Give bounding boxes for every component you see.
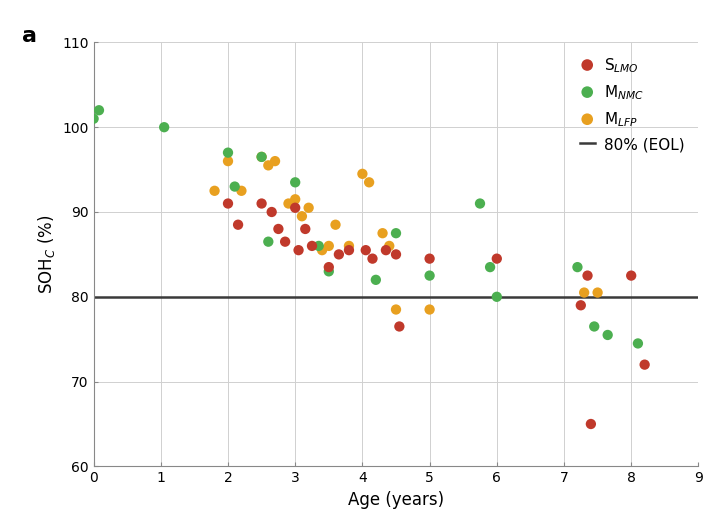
Point	[582, 271, 593, 280]
Point	[390, 250, 402, 259]
Point	[256, 153, 267, 161]
Legend: S$_{LMO}$, M$_{NMC}$, M$_{LFP}$, 80% (EOL): S$_{LMO}$, M$_{NMC}$, M$_{LFP}$, 80% (EO…	[573, 50, 690, 158]
Point	[279, 237, 291, 246]
Point	[575, 301, 587, 310]
Point	[424, 305, 436, 314]
Point	[390, 229, 402, 237]
Point	[229, 182, 240, 191]
Point	[222, 148, 234, 157]
Point	[266, 208, 277, 216]
Point	[384, 242, 395, 250]
Point	[306, 242, 318, 250]
Point	[263, 161, 274, 170]
Point	[394, 322, 405, 331]
Point	[209, 187, 220, 195]
Point	[639, 360, 650, 369]
Point	[323, 263, 335, 271]
Point	[474, 199, 486, 208]
Point	[578, 288, 590, 297]
Point	[585, 420, 597, 428]
Point	[313, 242, 325, 250]
Point	[343, 246, 355, 254]
Point	[323, 267, 335, 276]
Point	[364, 178, 375, 187]
Point	[88, 114, 99, 123]
Point	[289, 195, 301, 204]
Point	[588, 322, 600, 331]
Point	[343, 242, 355, 250]
Point	[273, 225, 284, 233]
Point	[289, 178, 301, 187]
Point	[366, 254, 378, 263]
Y-axis label: SOH$_C$ (%): SOH$_C$ (%)	[36, 215, 57, 294]
Point	[303, 204, 315, 212]
Point	[289, 204, 301, 212]
Point	[491, 254, 503, 263]
Text: a: a	[22, 26, 37, 47]
Point	[158, 123, 170, 131]
Point	[283, 199, 294, 208]
Point	[323, 242, 335, 250]
Point	[333, 250, 345, 259]
Point	[235, 187, 247, 195]
Point	[360, 246, 372, 254]
Point	[380, 246, 392, 254]
Point	[572, 263, 583, 271]
Point	[300, 225, 311, 233]
Point	[256, 199, 267, 208]
Point	[269, 157, 281, 165]
Point	[93, 106, 104, 114]
Point	[424, 254, 436, 263]
Point	[222, 199, 234, 208]
Point	[592, 288, 603, 297]
Point	[316, 246, 328, 254]
Point	[485, 263, 496, 271]
Point	[293, 246, 305, 254]
Point	[263, 237, 274, 246]
Point	[632, 339, 644, 348]
Point	[256, 153, 267, 161]
Point	[233, 220, 244, 229]
Point	[222, 157, 234, 165]
Point	[390, 305, 402, 314]
Point	[296, 212, 307, 220]
Point	[626, 271, 637, 280]
Point	[370, 276, 382, 284]
Point	[602, 331, 613, 339]
Point	[330, 220, 341, 229]
Point	[356, 170, 368, 178]
Point	[377, 229, 388, 237]
Point	[424, 271, 436, 280]
Point	[491, 293, 503, 301]
X-axis label: Age (years): Age (years)	[348, 491, 444, 509]
